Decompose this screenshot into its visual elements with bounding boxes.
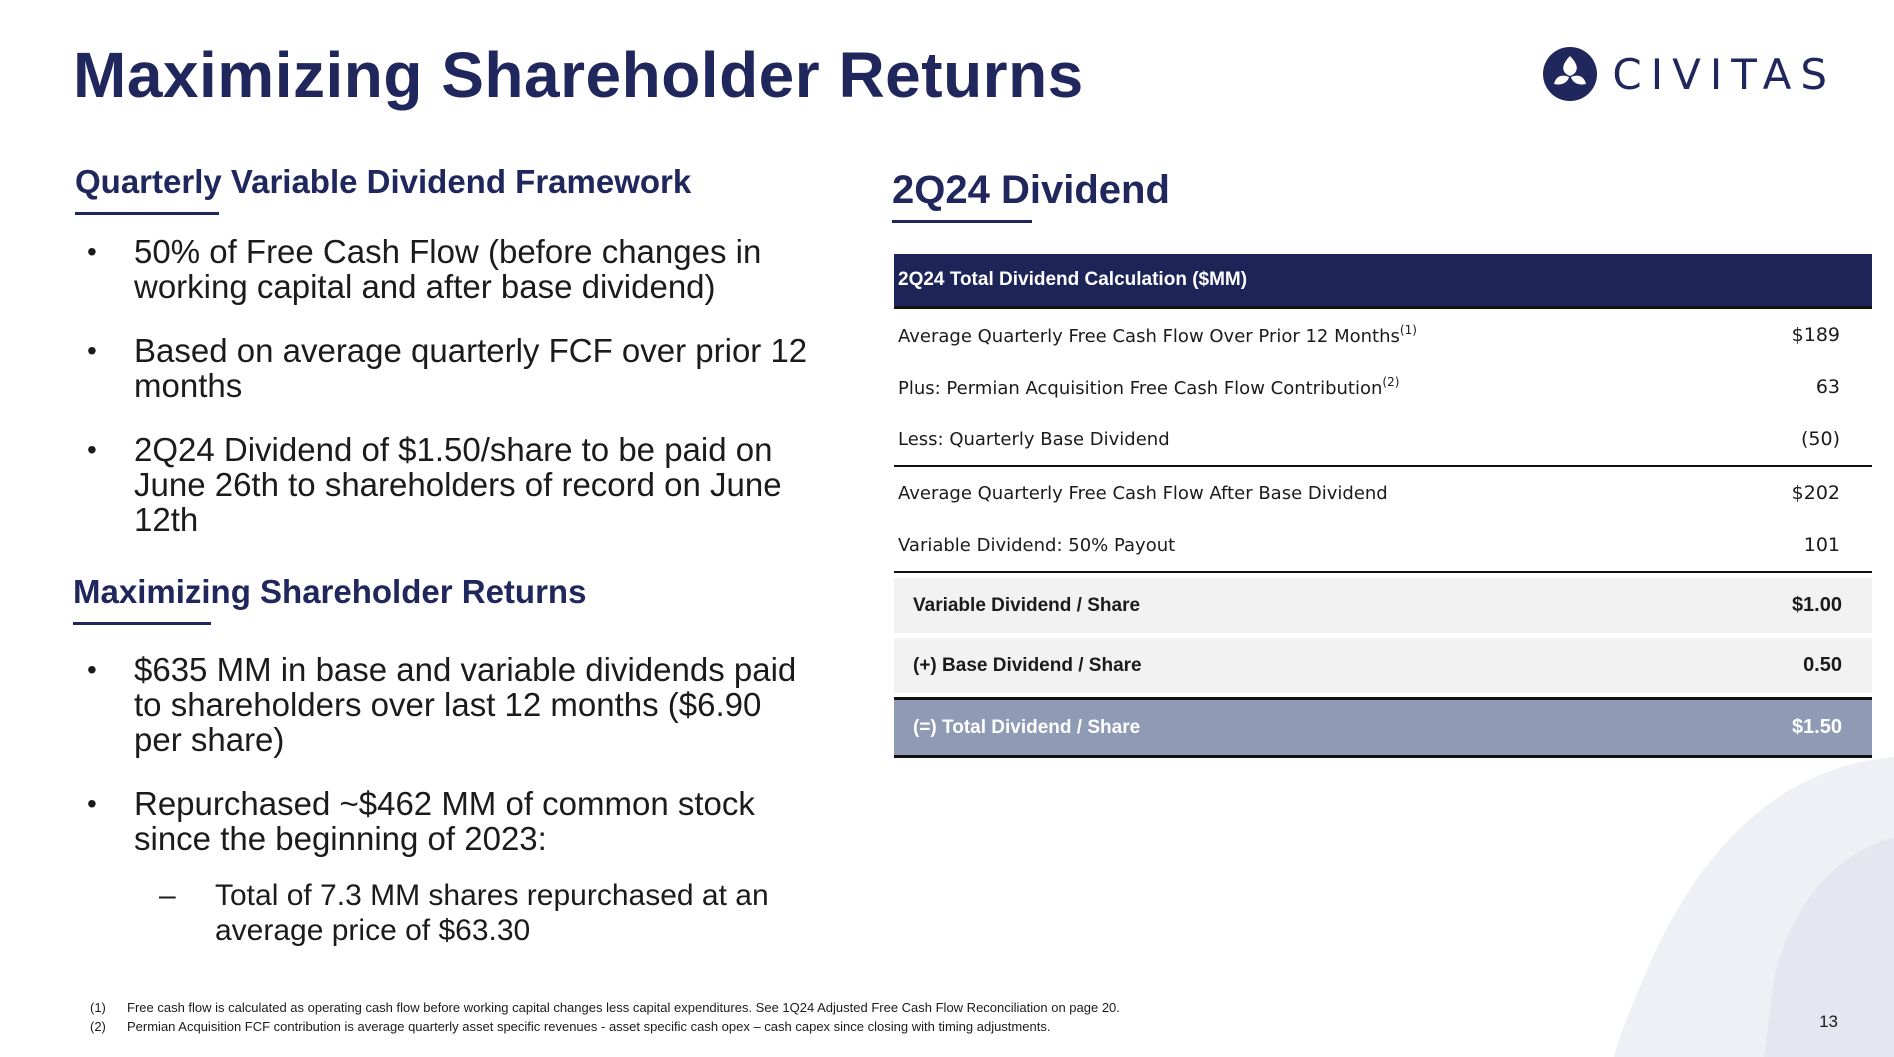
row-divider [894,465,1872,467]
returns-heading: Maximizing Shareholder Returns [73,573,587,610]
table-row: Variable Dividend: 50% Payout 101 [894,519,1872,571]
footnote-ref: (1) [1399,323,1417,337]
bullet-item: 2Q24 Dividend of $1.50/share to be paid … [75,432,815,537]
civitas-logo-icon [1543,47,1598,101]
framework-heading: Quarterly Variable Dividend Framework [75,163,692,200]
dividend-table: 2Q24 Total Dividend Calculation ($MM) Av… [894,254,1872,758]
footnote: (1) Free cash flow is calculated as oper… [90,998,1120,1017]
footnote: (2) Permian Acquisition FCF contribution… [90,1017,1120,1036]
dividend-heading: 2Q24 Dividend [892,168,1170,212]
bullet-item: Repurchased ~$462 MM of common stock sin… [75,786,815,948]
row-label: Variable Dividend: 50% Payout [898,534,1176,556]
bullet-item: $635 MM in base and variable dividends p… [75,652,815,757]
page-number: 13 [1819,1012,1838,1031]
table-row: Average Quarterly Free Cash Flow After B… [894,467,1872,519]
framework-underline [75,212,219,215]
summary-label: (+) Base Dividend / Share [913,654,1142,676]
dash-marker: – [159,879,176,912]
footnotes: (1) Free cash flow is calculated as oper… [90,998,1120,1036]
table-header: 2Q24 Total Dividend Calculation ($MM) [894,254,1872,309]
row-label: Plus: Permian Acquisition Free Cash Flow… [894,375,1399,399]
row-label-text: Average Quarterly Free Cash Flow Over Pr… [898,326,1400,347]
row-label: Less: Quarterly Base Dividend [898,428,1170,450]
row-label: Average Quarterly Free Cash Flow After B… [898,482,1388,504]
row-label-text: Plus: Permian Acquisition Free Cash Flow… [898,378,1383,399]
row-divider [894,571,1872,573]
row-label: Average Quarterly Free Cash Flow Over Pr… [894,323,1417,347]
footnote-text: Free cash flow is calculated as operatin… [127,1000,1120,1015]
summary-value: $1.50 [1791,716,1842,738]
row-value: 63 [1815,376,1840,398]
row-value: 101 [1803,534,1840,556]
table-row: Average Quarterly Free Cash Flow Over Pr… [894,309,1872,361]
returns-underline [73,622,211,625]
summary-value: 0.50 [1803,654,1842,676]
row-value: $202 [1791,482,1840,504]
table-row: Plus: Permian Acquisition Free Cash Flow… [894,361,1872,413]
decorative-background-shape [1614,757,1894,1057]
row-value: $189 [1791,324,1840,346]
dividend-underline [892,220,1032,223]
footnote-number: (2) [90,1019,106,1034]
slide-title: Maximizing Shareholder Returns [73,39,1084,111]
summary-value: $1.00 [1791,594,1842,616]
summary-row-variable: Variable Dividend / Share $1.00 [894,578,1872,633]
footnote-number: (1) [90,1000,106,1015]
footnote-text: Permian Acquisition FCF contribution is … [127,1019,1051,1034]
table-row: Less: Quarterly Base Dividend (50) [894,413,1872,465]
bullet-text: Repurchased ~$462 MM of common stock sin… [134,785,755,857]
row-value: (50) [1800,428,1840,450]
footnote-ref: (2) [1382,375,1400,389]
sub-bullet-text: Total of 7.3 MM shares repurchased at an… [215,879,769,947]
returns-bullets: $635 MM in base and variable dividends p… [75,652,815,948]
bullet-item: Based on average quarterly FCF over prio… [75,333,815,403]
logo-wordmark: CIVITAS [1612,49,1836,99]
bullet-item: 50% of Free Cash Flow (before changes in… [75,234,815,304]
summary-label: (=) Total Dividend / Share [913,716,1141,738]
summary-label: Variable Dividend / Share [913,594,1141,616]
framework-bullets: 50% of Free Cash Flow (before changes in… [75,234,815,566]
summary-row-total: (=) Total Dividend / Share $1.50 [894,697,1872,758]
civitas-logo: CIVITAS [1542,46,1836,102]
summary-row-base: (+) Base Dividend / Share 0.50 [894,638,1872,693]
sub-bullet-item: – Total of 7.3 MM shares repurchased at … [134,878,815,948]
